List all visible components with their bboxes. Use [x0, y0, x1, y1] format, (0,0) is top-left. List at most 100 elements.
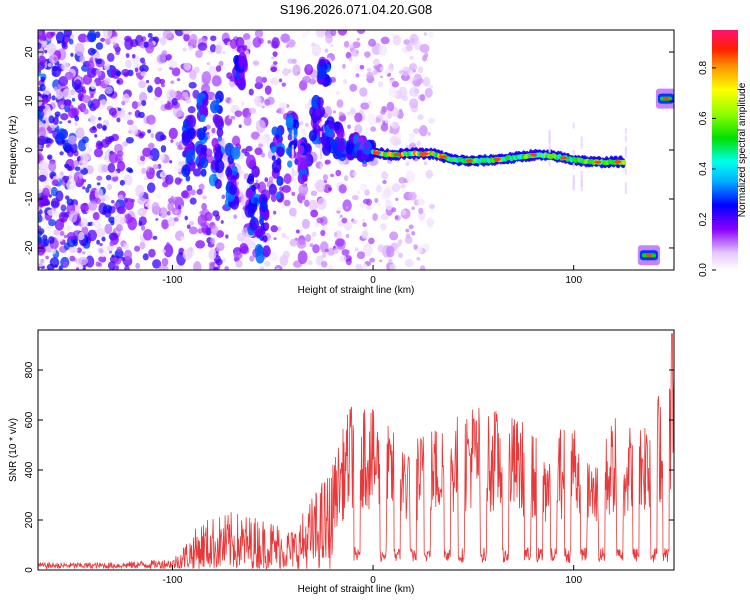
heat-noise-blob: [62, 88, 72, 99]
heat-noise-blob: [255, 179, 259, 184]
heat-noise-blob: [137, 101, 142, 107]
heat-noise-blob: [123, 174, 133, 186]
heat-noise-blob: [198, 183, 205, 191]
heat-noise-blob: [382, 179, 387, 185]
heat-noise-blob: [225, 234, 229, 239]
heat-noise-blob: [409, 86, 419, 97]
heat-noise-blob: [59, 120, 63, 125]
heat-noise-blob: [75, 127, 85, 139]
heat-noise-blob: [291, 191, 296, 196]
spectrogram-y-tick-label-3: 10: [24, 95, 35, 107]
heat-noise-blob: [131, 100, 139, 110]
heat-noise-blob: [240, 201, 246, 206]
heat-noise-blob: [189, 226, 198, 235]
heat-noise-blob: [38, 66, 42, 73]
heat-noise-blob: [408, 137, 415, 144]
heat-streak-blob: [264, 222, 270, 230]
heat-faint-streak: [572, 184, 575, 191]
heat-noise-blob: [260, 152, 266, 158]
heat-noise-blob: [417, 114, 424, 121]
heat-noise-blob: [324, 159, 331, 165]
heat-noise-blob: [424, 87, 433, 98]
heat-noise-blob: [53, 229, 59, 236]
heat-noise-blob: [138, 216, 147, 226]
heat-streak-blob: [328, 120, 335, 130]
heat-streak-blob: [185, 148, 196, 163]
heat-streak-blob: [225, 167, 233, 178]
heat-noise-blob: [140, 71, 148, 77]
heat-noise-blob: [95, 143, 102, 149]
heat-noise-blob: [365, 198, 372, 206]
heat-noise-blob: [419, 125, 428, 137]
heat-noise-blob: [324, 48, 329, 53]
heat-noise-blob: [130, 198, 135, 203]
heat-noise-blob: [242, 33, 251, 41]
heat-noise-blob: [42, 105, 46, 110]
heat-noise-blob: [55, 31, 65, 44]
heat-noise-blob: [352, 41, 361, 49]
heat-noise-blob: [345, 51, 352, 59]
heat-noise-blob: [288, 68, 292, 73]
heat-noise-blob: [423, 161, 428, 166]
heat-faint-streak: [624, 168, 627, 175]
heat-noise-blob: [152, 164, 159, 170]
heat-noise-blob: [125, 136, 134, 144]
heat-noise-blob: [51, 95, 56, 101]
heat-noise-blob: [315, 179, 326, 193]
heat-noise-blob: [264, 85, 272, 95]
heat-noise-blob: [60, 171, 64, 176]
heat-noise-blob: [91, 222, 96, 226]
heat-noise-blob: [73, 159, 79, 167]
heat-noise-blob: [282, 68, 290, 76]
heat-noise-blob: [206, 213, 213, 220]
heat-streak-blob: [297, 157, 307, 171]
heat-noise-blob: [38, 214, 43, 223]
heat-noise-blob: [69, 142, 78, 154]
heat-noise-blob: [164, 102, 174, 111]
heat-noise-blob: [53, 57, 58, 61]
heat-noise-blob: [333, 249, 339, 254]
heat-noise-blob: [399, 108, 403, 113]
heat-noise-blob: [71, 97, 76, 102]
heat-noise-blob: [330, 30, 337, 37]
heat-noise-blob: [38, 225, 42, 231]
heat-faint-streak: [548, 139, 551, 146]
heat-faint-streak: [291, 156, 294, 163]
heat-noise-blob: [248, 88, 254, 96]
heat-faint-streak: [548, 135, 551, 142]
colorbar-tick-label-2: 0.4: [698, 162, 709, 176]
heat-faint-streak: [319, 163, 322, 170]
heat-noise-blob: [159, 99, 164, 105]
heat-noise-blob: [148, 248, 156, 258]
heat-noise-blob: [409, 55, 414, 60]
heat-noise-blob: [125, 59, 132, 69]
heat-noise-blob: [413, 244, 418, 250]
heat-noise-blob: [306, 65, 312, 71]
heat-noise-blob: [215, 65, 222, 72]
heat-noise-blob: [80, 202, 90, 212]
heat-noise-blob: [61, 40, 67, 48]
heat-noise-blob: [64, 30, 70, 34]
heat-noise-blob: [288, 207, 297, 217]
heat-streak-blob: [185, 175, 191, 182]
heat-noise-blob: [375, 185, 383, 193]
heat-noise-blob: [261, 105, 265, 109]
heat-noise-blob: [403, 39, 411, 45]
heat-noise-blob: [70, 89, 75, 96]
spectrogram-y-tick-label-0: -20: [24, 240, 35, 255]
heat-faint-streak: [291, 134, 294, 141]
heat-noise-blob: [81, 86, 86, 91]
heat-noise-blob: [104, 223, 113, 235]
heat-noise-blob: [137, 197, 146, 205]
heat-noise-blob: [304, 199, 310, 207]
heat-noise-blob: [277, 107, 282, 114]
heat-noise-blob: [152, 235, 158, 240]
heat-noise-blob: [50, 248, 56, 255]
heat-streak-blob: [238, 52, 247, 64]
heat-noise-blob: [73, 248, 79, 253]
heat-noise-blob: [391, 81, 399, 88]
heat-noise-blob: [104, 77, 111, 85]
heat-noise-blob: [171, 97, 178, 106]
heat-faint-streak: [580, 185, 583, 192]
heat-noise-blob: [367, 67, 372, 72]
